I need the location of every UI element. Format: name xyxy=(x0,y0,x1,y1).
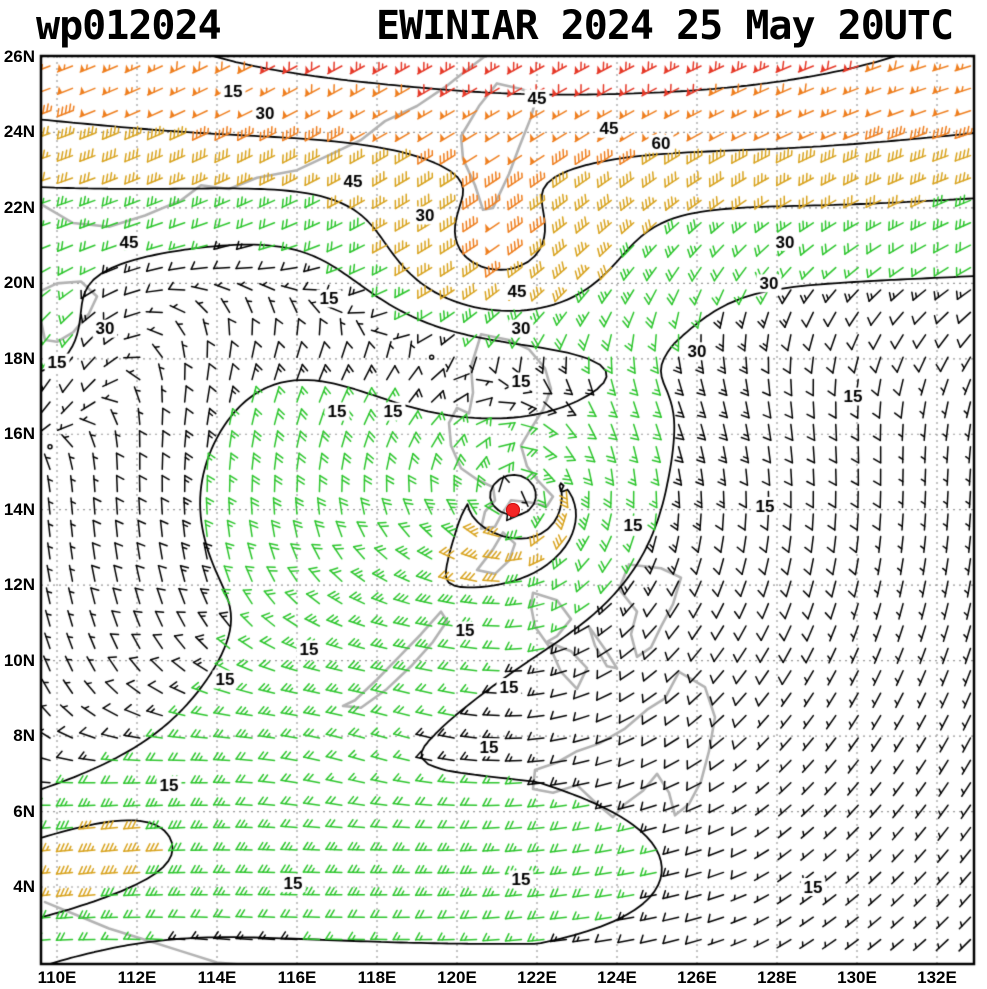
lat-tick-label: 4N xyxy=(13,876,35,896)
lon-tick-label: 112E xyxy=(117,968,157,987)
lon-tick-label: 116E xyxy=(277,968,317,987)
lat-tick-label: 14N xyxy=(3,499,35,519)
lon-tick-label: 128E xyxy=(757,968,797,987)
lat-tick-label: 26N xyxy=(3,47,35,66)
lat-tick-label: 18N xyxy=(3,348,35,368)
lat-tick-label: 8N xyxy=(13,726,35,746)
lat-tick-label: 20N xyxy=(3,273,35,293)
lon-tick-label: 114E xyxy=(197,968,237,987)
lon-tick-label: 132E xyxy=(917,968,957,987)
chart-title: EWINIAR 2024 25 May 20UTC xyxy=(376,3,954,49)
lon-tick-label: 130E xyxy=(837,968,877,987)
lon-tick-label: 120E xyxy=(437,968,477,987)
storm-center-marker xyxy=(506,502,520,517)
storm-id-label: wp012024 xyxy=(36,3,222,49)
lon-tick-label: 122E xyxy=(517,968,557,987)
lon-tick-label: 126E xyxy=(677,968,717,987)
lat-tick-label: 16N xyxy=(3,424,35,444)
chart-header: wp012024 EWINIAR 2024 25 May 20UTC xyxy=(0,0,987,52)
lat-tick-label: 6N xyxy=(13,801,35,821)
lat-tick-label: 10N xyxy=(3,650,35,670)
lon-tick-label: 124E xyxy=(597,968,637,987)
lon-tick-label: 118E xyxy=(357,968,397,987)
lat-tick-label: 22N xyxy=(3,197,35,217)
lon-tick-label: 110E xyxy=(37,968,77,987)
lat-tick-label: 12N xyxy=(3,575,35,595)
lat-tick-label: 24N xyxy=(3,122,35,142)
